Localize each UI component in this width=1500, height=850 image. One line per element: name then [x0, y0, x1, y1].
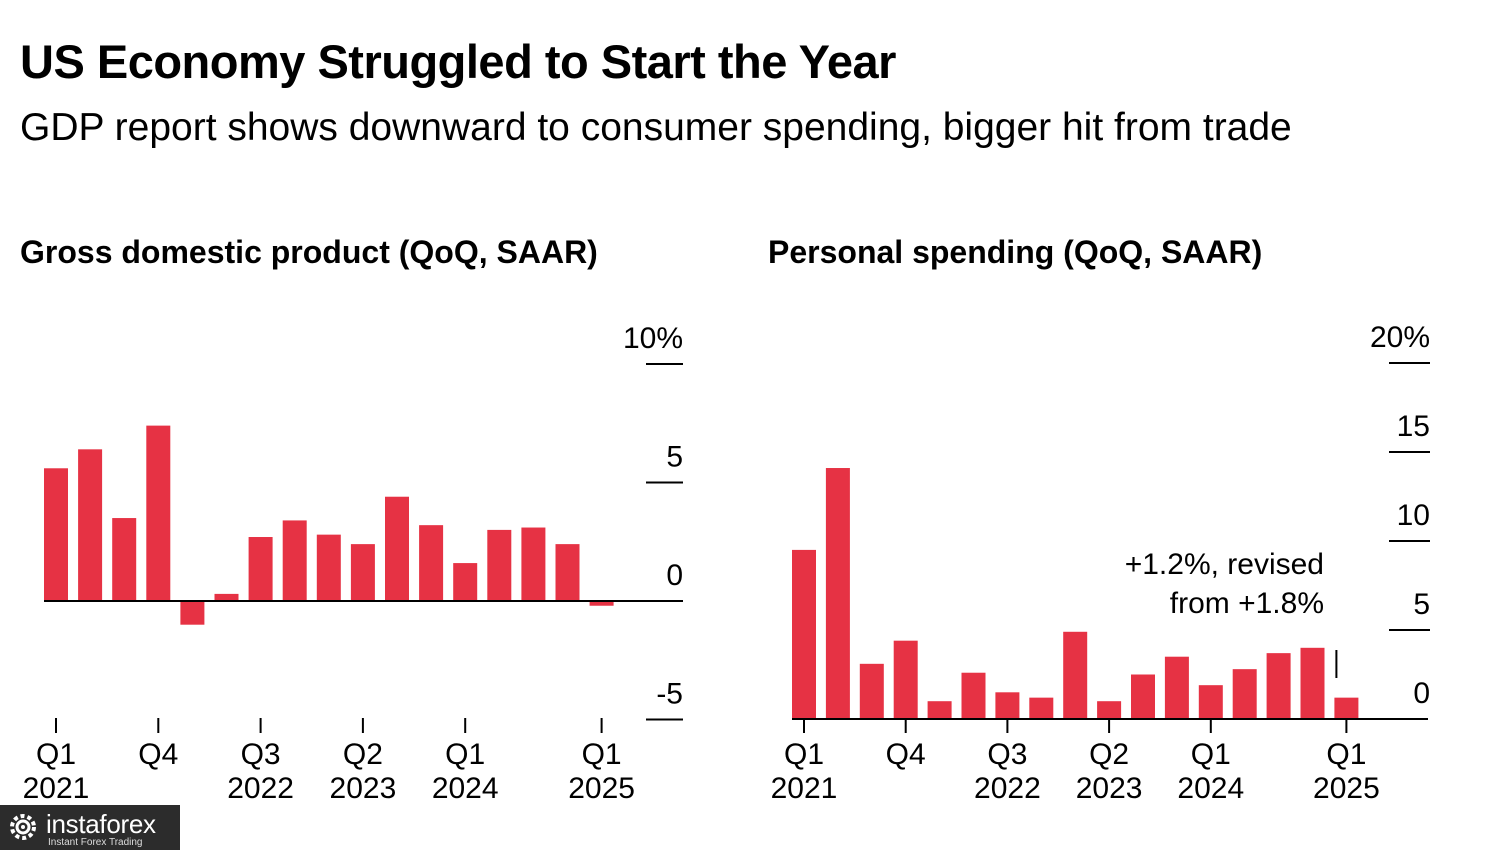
bar-11 — [385, 496, 409, 601]
x-tick-label-4: Q2 — [1089, 738, 1129, 771]
y-tick-label-1: 20% — [1370, 321, 1430, 354]
x-tick-label-3: Q3 — [241, 738, 281, 771]
bar-5 — [927, 701, 952, 719]
annotation-line-1: +1.2%, revised — [1125, 548, 1324, 581]
y-tick-label-2: 5 — [666, 441, 683, 474]
x-tick-label-1: Q1 — [784, 738, 824, 771]
x-tick-year-5: 2024 — [1177, 772, 1244, 805]
x-tick-label-6: Q1 — [1326, 738, 1366, 771]
bar-7 — [248, 537, 273, 601]
x-tick-label-1: Q1 — [36, 738, 76, 771]
x-tick-year-4: 2023 — [1076, 772, 1143, 805]
y-tick-label-3: 10 — [1397, 499, 1430, 532]
bar-6 — [961, 672, 986, 719]
bar-15 — [521, 527, 546, 601]
bar-7 — [995, 692, 1020, 719]
bar-10 — [350, 544, 375, 601]
bar-4 — [893, 640, 918, 719]
y-tick-label-1: 10% — [623, 322, 683, 355]
x-tick-year-5: 2024 — [432, 772, 499, 805]
bar-9 — [316, 534, 341, 601]
page-title: US Economy Struggled to Start the Year — [20, 35, 896, 88]
x-tick-year-3: 2022 — [227, 772, 294, 805]
gear-logo-icon — [10, 814, 36, 840]
x-tick-year-1: 2021 — [23, 772, 90, 805]
bar-3 — [859, 663, 884, 719]
y-tick-label-5: 0 — [1413, 677, 1430, 710]
y-tick-label-4: 5 — [1413, 588, 1430, 621]
bar-12 — [419, 525, 444, 601]
bar-15 — [1266, 653, 1291, 719]
bar-8 — [282, 520, 307, 601]
page-subtitle: GDP report shows downward to consumer sp… — [20, 106, 1292, 149]
annotation-line-2: from +1.8% — [1170, 587, 1324, 620]
bar-1 — [792, 549, 816, 719]
y-tick-label-4: -5 — [656, 678, 683, 711]
spending-chart-title: Personal spending (QoQ, SAAR) — [768, 234, 1263, 270]
x-tick-label-2: Q4 — [886, 738, 926, 771]
bar-9 — [1063, 631, 1088, 719]
bar-14 — [1232, 669, 1257, 719]
bar-14 — [487, 529, 512, 601]
x-tick-year-4: 2023 — [330, 772, 397, 805]
bar-16 — [555, 544, 580, 601]
bar-17 — [1334, 697, 1359, 719]
bar-13 — [453, 563, 478, 601]
instaforex-watermark: instaforex Instant Forex Trading — [0, 805, 180, 850]
bar-6 — [214, 593, 239, 601]
bar-16 — [1300, 647, 1325, 719]
bar-2 — [78, 449, 103, 601]
watermark-tagline: Instant Forex Trading — [48, 837, 143, 848]
bar-10 — [1097, 701, 1122, 719]
bar-3 — [112, 518, 137, 601]
x-tick-year-6: 2025 — [568, 772, 635, 805]
bar-4 — [146, 425, 171, 601]
x-tick-label-3: Q3 — [987, 738, 1027, 771]
x-tick-year-1: 2021 — [771, 772, 838, 805]
x-tick-year-6: 2025 — [1313, 772, 1380, 805]
x-tick-label-2: Q4 — [138, 738, 178, 771]
bar-2 — [825, 468, 850, 719]
watermark-brand: instaforex — [46, 809, 156, 839]
bar-1 — [44, 468, 68, 601]
gdp-chart-title: Gross domestic product (QoQ, SAAR) — [20, 234, 598, 270]
y-tick-label-2: 15 — [1397, 410, 1430, 443]
x-tick-label-6: Q1 — [582, 738, 622, 771]
bar-17 — [589, 601, 614, 606]
x-tick-label-5: Q1 — [1191, 738, 1231, 771]
bar-11 — [1131, 674, 1155, 719]
bar-8 — [1029, 697, 1054, 719]
x-tick-year-3: 2022 — [974, 772, 1041, 805]
bar-12 — [1164, 656, 1189, 719]
x-tick-label-5: Q1 — [445, 738, 485, 771]
x-tick-label-4: Q2 — [343, 738, 383, 771]
y-tick-label-3: 0 — [666, 559, 683, 592]
bar-5 — [180, 601, 205, 625]
bar-13 — [1198, 685, 1223, 719]
